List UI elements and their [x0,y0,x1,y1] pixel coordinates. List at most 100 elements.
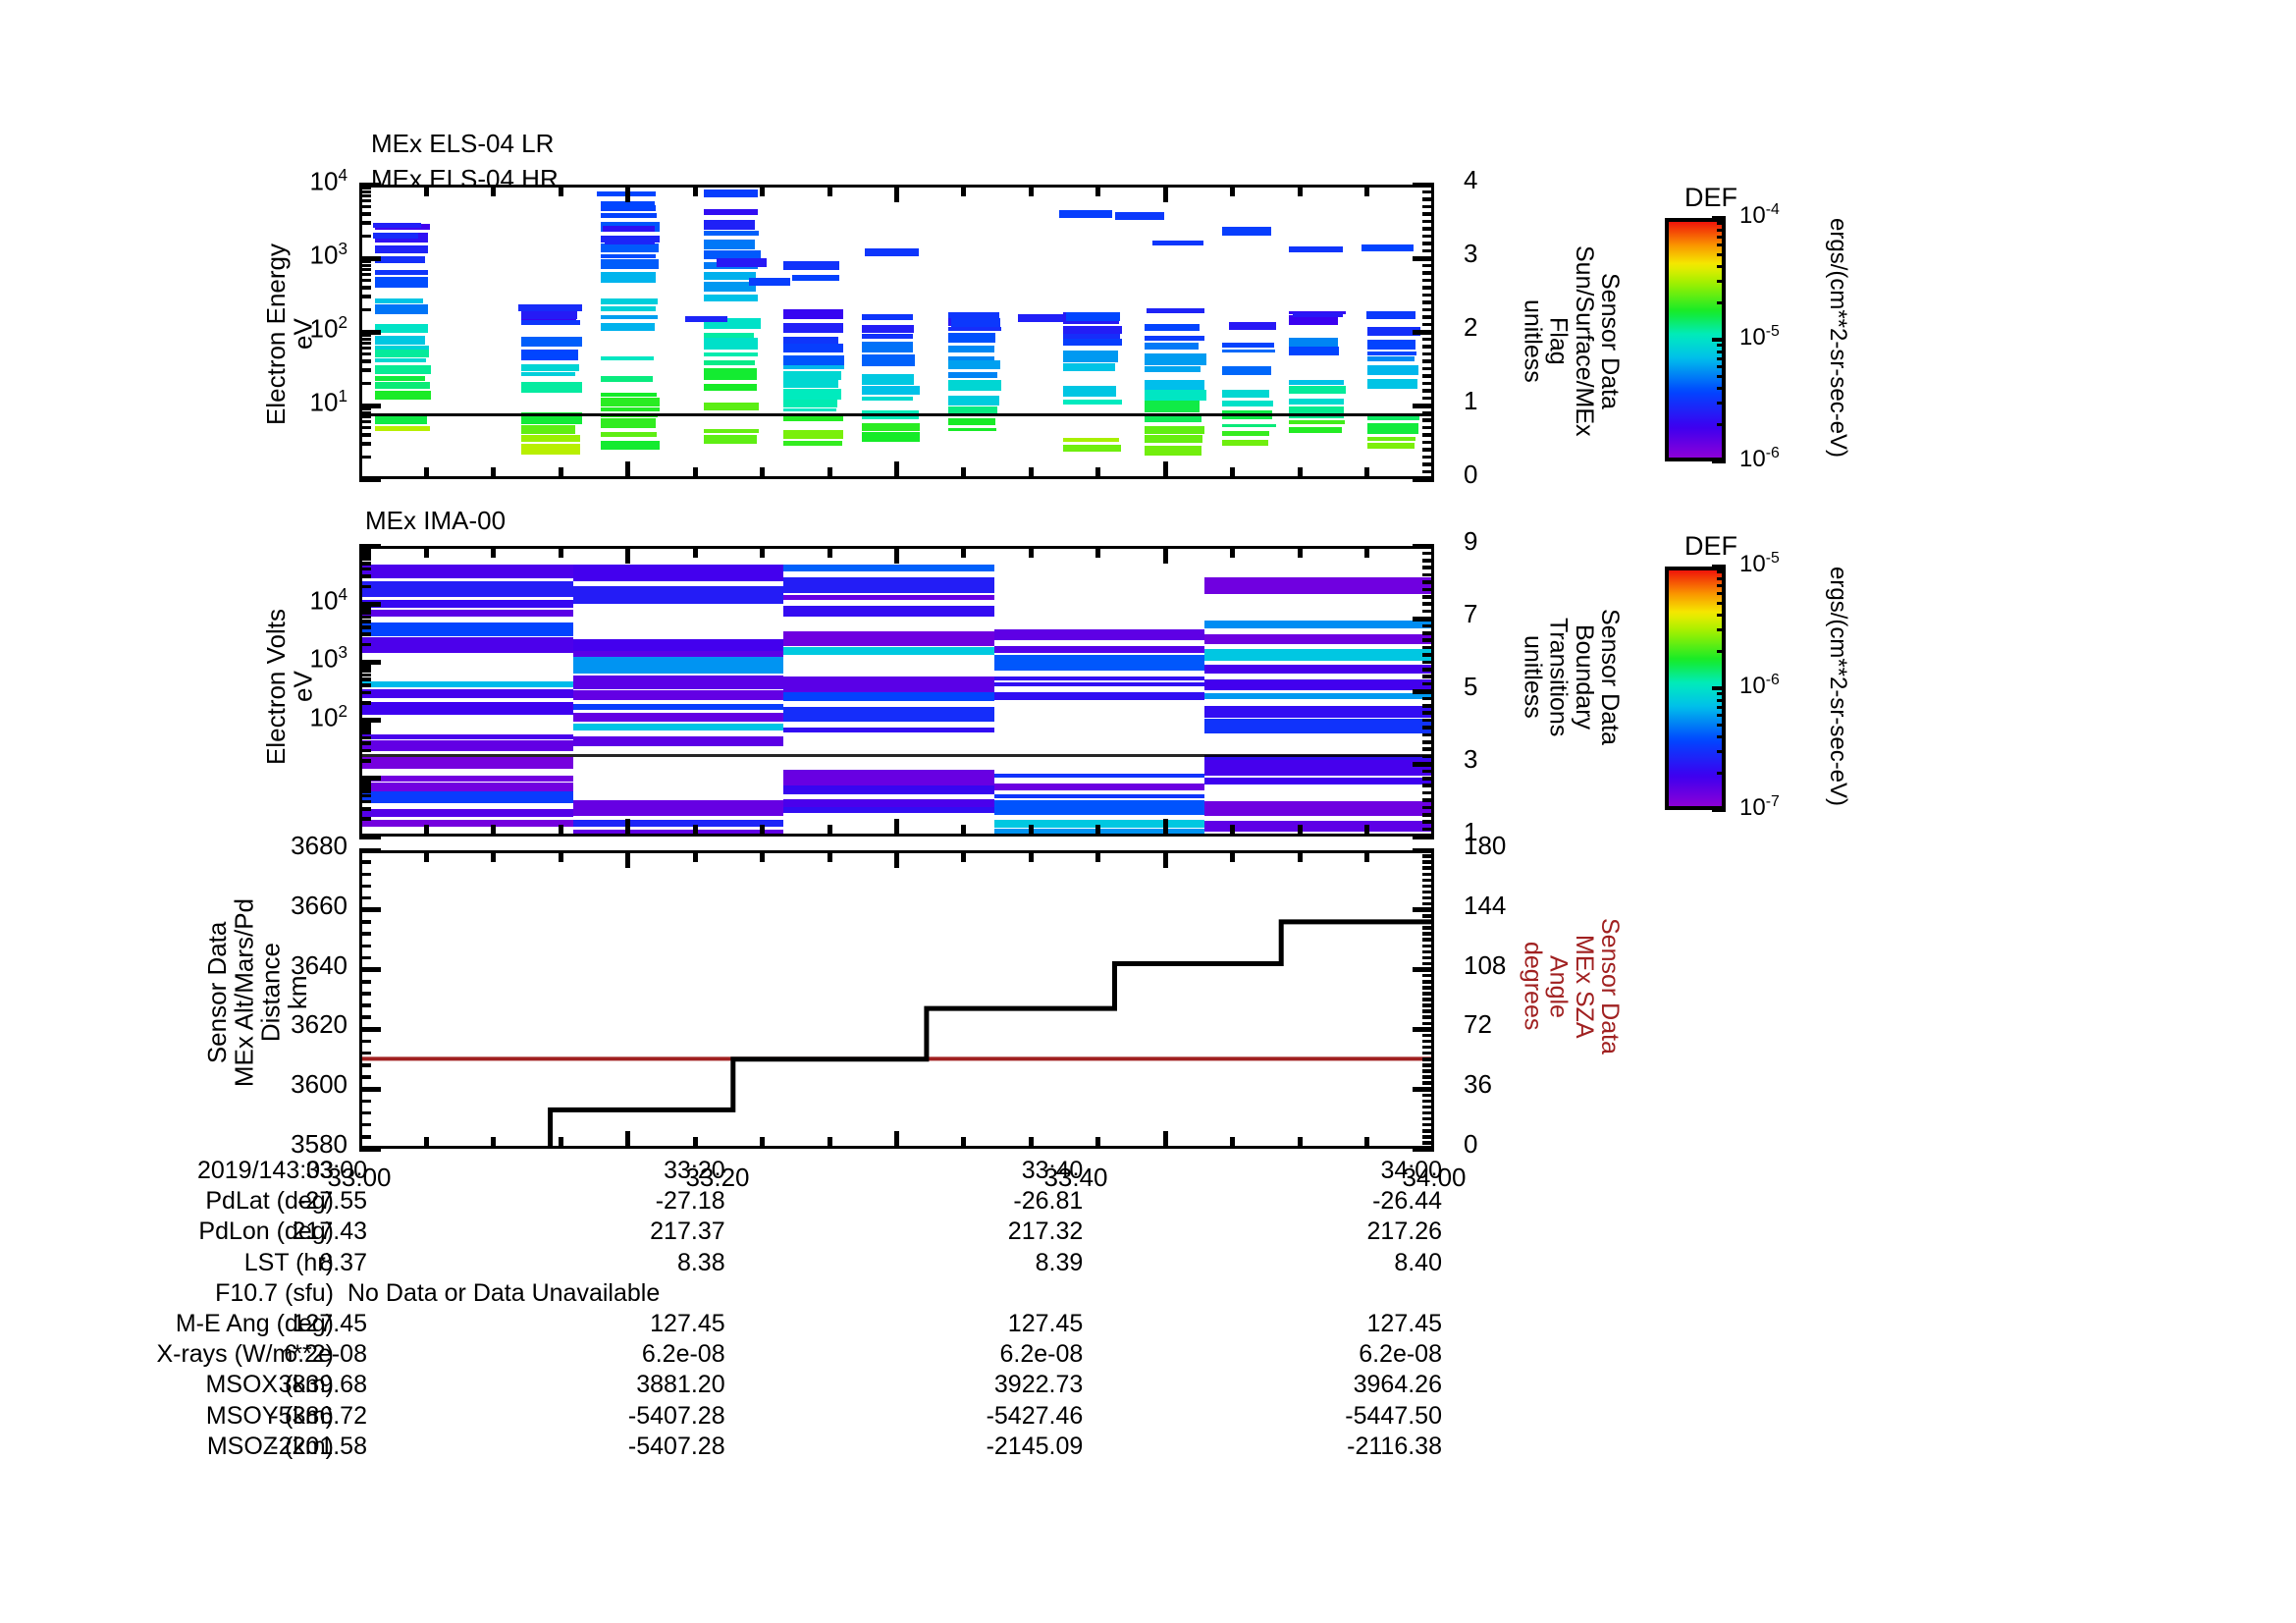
table-row-label: PdLon (deg) [198,1217,334,1246]
axis-tick-label: 3580 [291,1129,347,1159]
spectrogram-band [1062,338,1122,347]
spectrogram-band [1204,620,1431,628]
axis-tick [359,1003,371,1007]
axis-tick [359,1051,371,1055]
spectrogram-band [601,243,659,252]
axis-tick [760,467,766,479]
axis-tick [1422,813,1434,817]
spectrogram-band [947,427,996,432]
axis-tick [1422,860,1434,864]
spectrogram-band [362,681,573,687]
spectrogram-streak [517,303,583,311]
spectrogram-band [572,712,784,723]
colorbar-minor-tick [1717,243,1726,246]
axis-tick [359,620,371,623]
spectrogram-band [601,298,659,304]
axis-tick [1028,467,1034,479]
axis-tick [692,1137,698,1149]
spectrogram-band [947,380,1001,392]
spectrogram-band [1204,576,1431,595]
axis-tick [894,1131,899,1149]
axis-tick [1422,668,1434,672]
axis-tick [1162,185,1168,202]
axis-tick [359,553,371,557]
axis-tick [359,442,371,446]
axis-tick [961,825,967,837]
spectrogram-band [601,432,658,438]
spectrogram-band [1145,380,1205,390]
spectrogram-band [1145,446,1201,457]
spectrogram-band [375,336,425,346]
axis-tick [1364,546,1370,558]
axis-tick [827,467,832,479]
panel-els-right-label: Sensor Data Sun/Surface/MEx Flag unitles… [1519,245,1624,437]
spectrogram-band [572,704,784,710]
axis-tick [1422,1039,1434,1044]
spectrogram-band [601,355,654,360]
spectrogram-band [783,806,994,814]
axis-tick-label: 3660 [291,890,347,920]
panel-ima-plot [359,546,1434,837]
axis-tick [359,267,371,272]
axis-tick [423,1137,429,1149]
axis-tick [1422,248,1434,253]
spectrogram-band [1204,706,1431,718]
spectrogram-band [362,775,573,782]
spectrogram-band [1366,437,1416,441]
axis-tick [692,546,698,558]
axis-tick-label: 3620 [291,1009,347,1040]
colorbar-minor-tick [1717,228,1726,232]
axis-tick [1422,901,1434,906]
spectrogram-band [783,354,844,365]
axis-tick [359,666,371,670]
spectrogram-band [783,798,994,807]
axis-tick [359,659,381,665]
spectrogram-band [1222,431,1270,436]
table-cell: 217.32 [1007,1217,1084,1246]
spectrogram-band [862,342,913,353]
spectrogram-band [1366,379,1418,390]
axis-tick [961,1137,967,1149]
colorbar-minor-tick [1717,264,1726,268]
table-row-label: PdLat (deg) [205,1187,334,1216]
axis-tick [1095,850,1101,862]
colorbar-tick-label: 10-7 [1739,793,1780,821]
axis-tick [1297,185,1303,196]
spectrogram-band [783,728,994,732]
axis-tick [1413,967,1434,973]
axis-tick [1422,337,1434,342]
axis-tick-label: 72 [1464,1009,1492,1040]
spectrogram-band [862,354,915,366]
axis-tick [1297,467,1303,479]
axis-tick [827,825,832,837]
spectrogram-streak [704,189,758,198]
axis-tick [359,574,371,578]
axis-tick [1422,884,1434,889]
spectrogram-band [521,412,583,424]
axis-tick [1422,914,1434,918]
axis-tick [1422,1122,1434,1127]
spectrogram-band [521,381,582,394]
table-cell: 33:20 [664,1157,725,1184]
axis-tick [1422,1009,1434,1013]
axis-tick-label: 144 [1464,890,1507,920]
table-cell: 127.45 [650,1310,725,1337]
spectrogram-band [947,332,996,343]
spectrogram-band [1204,800,1431,816]
axis-tick [1422,675,1434,678]
colorbar-minor-tick [1717,365,1726,368]
axis-tick [359,683,371,687]
axis-tick [359,341,371,346]
axis-tick [1422,1093,1434,1098]
spectrogram-band [783,676,994,693]
spectrogram-band [1145,324,1201,332]
spectrogram-band [601,417,657,428]
colorbar-1-unit: ergs/(cm**2-sr-sec-eV) [1825,218,1852,459]
axis-tick [1364,185,1370,196]
spectrogram-band [601,212,658,219]
panel-els-title-lr: MEx ELS-04 LR [371,129,555,158]
axis-tick [359,1086,381,1092]
spectrogram-band [783,399,838,408]
table-cell: 6.2e-08 [641,1340,725,1369]
spectrogram-band [375,426,430,431]
